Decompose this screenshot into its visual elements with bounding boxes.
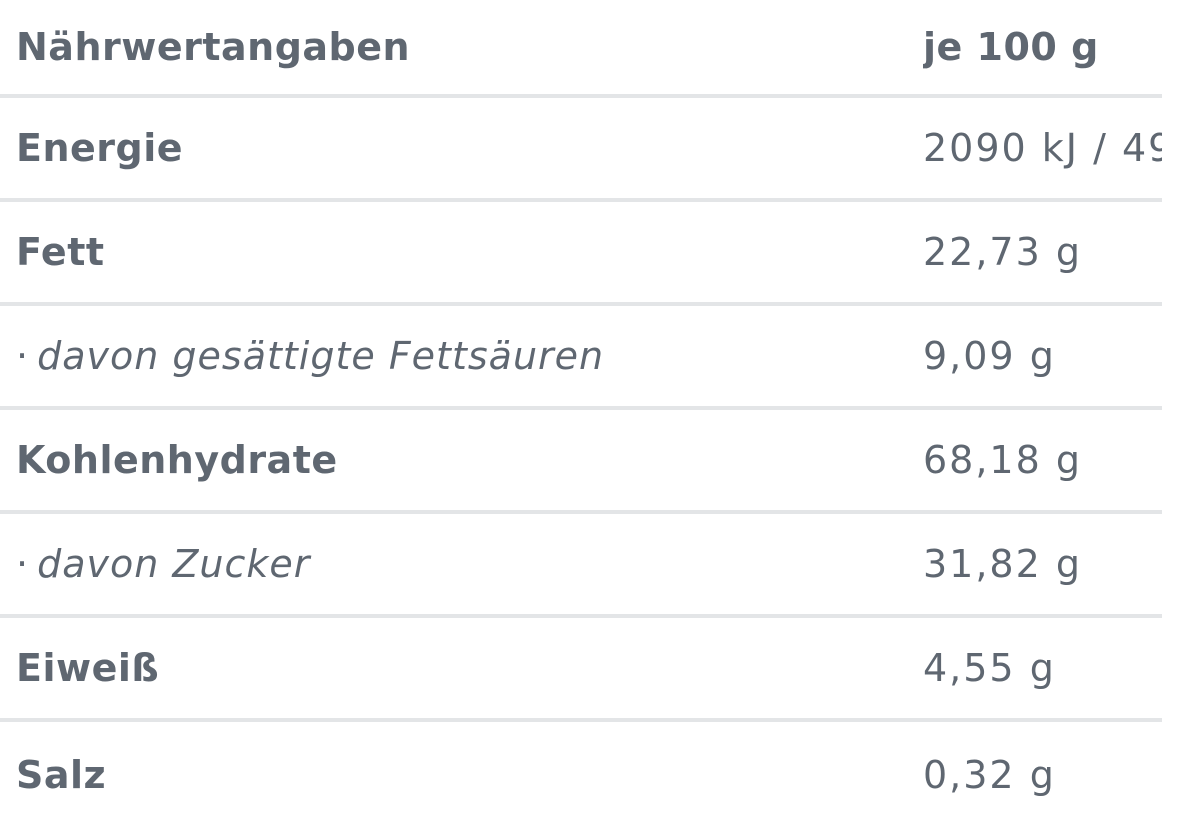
table-row-energie: Energie 2090 kJ / 49 [0, 98, 1162, 202]
table-header-row: Nährwertangaben je 100 g [0, 0, 1162, 98]
bullet-icon: · [16, 334, 30, 378]
bullet-icon: · [16, 542, 30, 586]
row-label: Energie [16, 126, 184, 170]
table-row-eiweiss: Eiweiß 4,55 g [0, 618, 1162, 722]
row-label: Kohlenhydrate [16, 438, 338, 482]
row-value: 2090 kJ / 49 [923, 126, 1162, 170]
row-label: · davon gesättigte Fettsäuren [16, 306, 896, 406]
table-row-kohlenhydrate: Kohlenhydrate 68,18 g [0, 410, 1162, 514]
table-row-gesaettigte-fettsaeuren: · davon gesättigte Fettsäuren 9,09 g [0, 306, 1162, 410]
row-value: 22,73 g [923, 230, 1082, 274]
row-value: 9,09 g [923, 334, 1056, 378]
row-label-text: davon Zucker [37, 542, 311, 586]
row-label-text: davon gesättigte Fettsäuren [37, 334, 605, 378]
row-label: Salz [16, 752, 107, 797]
row-label: Fett [16, 230, 105, 274]
header-label: Nährwertangaben [16, 25, 411, 69]
row-value: 0,32 g [923, 752, 1056, 797]
header-value: je 100 g [923, 25, 1099, 69]
table-row-zucker: · davon Zucker 31,82 g [0, 514, 1162, 618]
row-value: 68,18 g [923, 438, 1082, 482]
table-row-fett: Fett 22,73 g [0, 202, 1162, 306]
row-label: · davon Zucker [16, 514, 896, 614]
row-label: Eiweiß [16, 646, 160, 690]
row-value: 31,82 g [923, 542, 1082, 586]
table-row-salz: Salz 0,32 g [0, 722, 1162, 827]
row-value: 4,55 g [923, 646, 1056, 690]
